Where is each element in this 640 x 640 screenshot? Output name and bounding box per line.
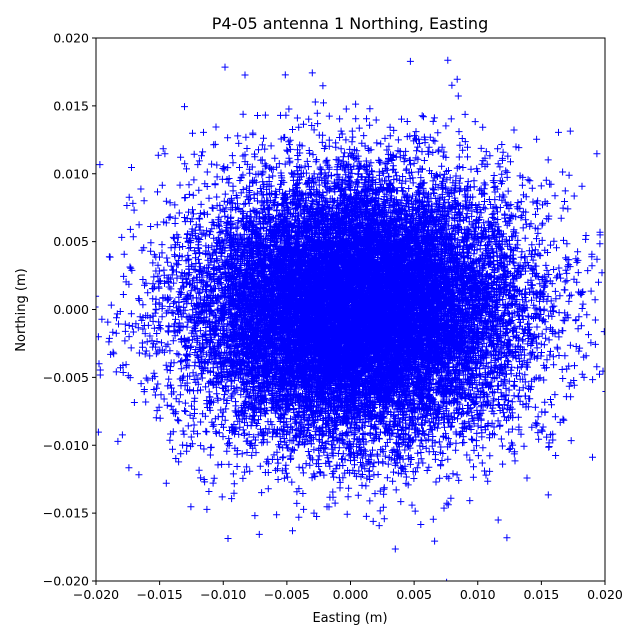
chart-title: P4-05 antenna 1 Northing, Easting bbox=[212, 14, 488, 33]
scatter-point-markers bbox=[96, 56, 605, 581]
x-tick-label: 0.000 bbox=[333, 587, 369, 602]
x-tick-label: −0.010 bbox=[200, 587, 246, 602]
y-tick-label: 0.015 bbox=[53, 98, 89, 113]
y-axis-ticks: −0.020 −0.015 −0.010 −0.005 0.000 0.005 0.010 0… bbox=[43, 31, 96, 589]
y-tick-label: −0.010 bbox=[43, 438, 89, 453]
y-tick-label: −0.015 bbox=[43, 506, 89, 521]
y-tick-label: −0.005 bbox=[43, 370, 89, 385]
scatter-points bbox=[96, 56, 605, 581]
x-tick-label: 0.010 bbox=[460, 587, 496, 602]
y-tick-label: −0.020 bbox=[43, 574, 89, 589]
y-tick-label: 0.020 bbox=[53, 31, 89, 46]
x-tick-label: 0.005 bbox=[396, 587, 432, 602]
x-tick-label: 0.020 bbox=[587, 587, 623, 602]
y-tick-label: 0.005 bbox=[53, 234, 89, 249]
y-axis-label: Northing (m) bbox=[14, 268, 29, 351]
y-tick-label: 0.010 bbox=[53, 166, 89, 181]
x-tick-label: −0.015 bbox=[136, 587, 182, 602]
x-tick-label: −0.005 bbox=[264, 587, 310, 602]
x-tick-label: 0.015 bbox=[523, 587, 559, 602]
x-axis-ticks: −0.020 −0.015 −0.010 −0.005 0.000 0.005 0.010 0… bbox=[73, 581, 623, 602]
x-axis-label: Easting (m) bbox=[312, 611, 387, 626]
y-tick-label: 0.000 bbox=[53, 302, 89, 317]
x-tick-label: −0.020 bbox=[73, 587, 119, 602]
